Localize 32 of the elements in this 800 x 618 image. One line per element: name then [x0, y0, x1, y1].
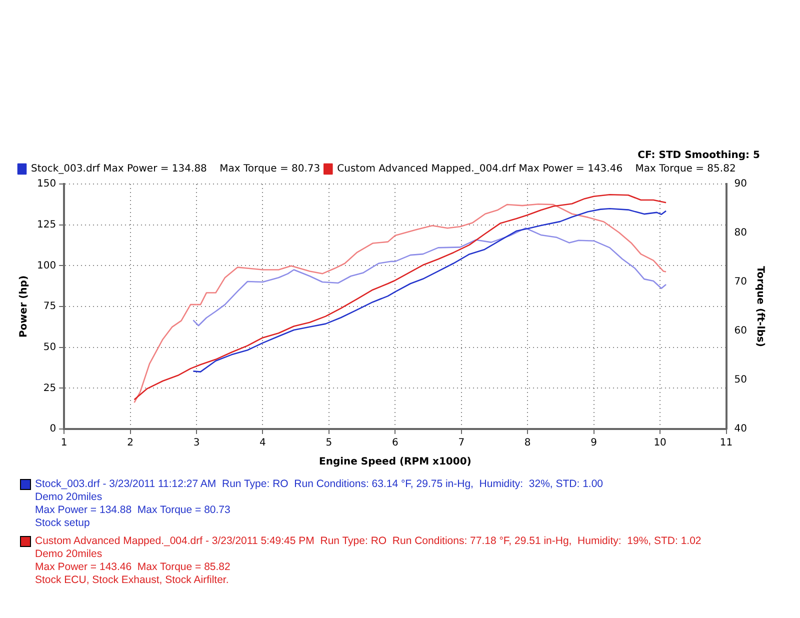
x-tick-label: 10 [654, 438, 666, 449]
y-tick-label: 100 [36, 260, 56, 272]
y-tick-label: 25 [43, 382, 56, 394]
y2-tick-label: 40 [734, 424, 748, 435]
x-tick-label: 8 [524, 438, 531, 449]
y-tick-label: 75 [43, 301, 56, 312]
x-tick-label: 5 [326, 438, 332, 449]
y-tick-label: 150 [36, 178, 56, 190]
x-tick-label: 4 [260, 438, 266, 449]
x-tick-label: 9 [590, 438, 598, 449]
text: Custom Advanced Mapped._004.drf - 3/23/2011 5:49:45 PM Run Type: RO Run Conditions: 77.18 °F, 29.51 in-Hg, Humidity: 19%, STD: 1.02 Demo 20miles Max Power = 143.46 Max Torque = 85.82 Stock ECU, Stock Exhaust, Stock Airfilter. [35, 535, 702, 587]
x-tick-label: 11 [720, 438, 733, 449]
y2-axis-title: Torque (ft-lbs) [754, 266, 766, 347]
y2-tick-label: 60 [734, 326, 748, 337]
y2-tick-label: 70 [734, 276, 748, 288]
x-axis-title: Engine Speed (RPM x1000) [318, 456, 472, 468]
y2-tick-label: 80 [734, 228, 748, 239]
text: CF: STD Smoothing: 5 [638, 150, 760, 161]
y-tick-label: 125 [36, 219, 56, 230]
x-tick-label: 7 [458, 438, 465, 449]
text: Stock_003.drf - 3/23/2011 11:12:27 AM Run Type: RO Run Conditions: 63.14 °F, 29.75 in-Hg, Humidity: 32%, STD: 1.00 Demo 20miles Max Power = 134.88 Max Torque = 80.73 Stock setup [35, 478, 604, 530]
x-tick-label: 3 [193, 438, 200, 449]
x-tick-label: 1 [60, 438, 68, 449]
y2-tick-label: 90 [734, 178, 748, 190]
y2-tick-label: 50 [734, 374, 748, 386]
legend-label: Custom Advanced Mapped._004.drf Max Power = 143.46 Max Torque = 85.82 [337, 164, 736, 175]
x-tick-label: 2 [127, 438, 134, 449]
y-tick-label: 0 [50, 424, 56, 435]
x-tick-label: 6 [392, 438, 398, 449]
y-axis-title: Power (hp) [18, 275, 30, 338]
y-tick-label: 50 [43, 342, 56, 353]
legend-label: Stock_003.drf Max Power = 134.88 Max Torque = 80.73 [31, 164, 320, 175]
